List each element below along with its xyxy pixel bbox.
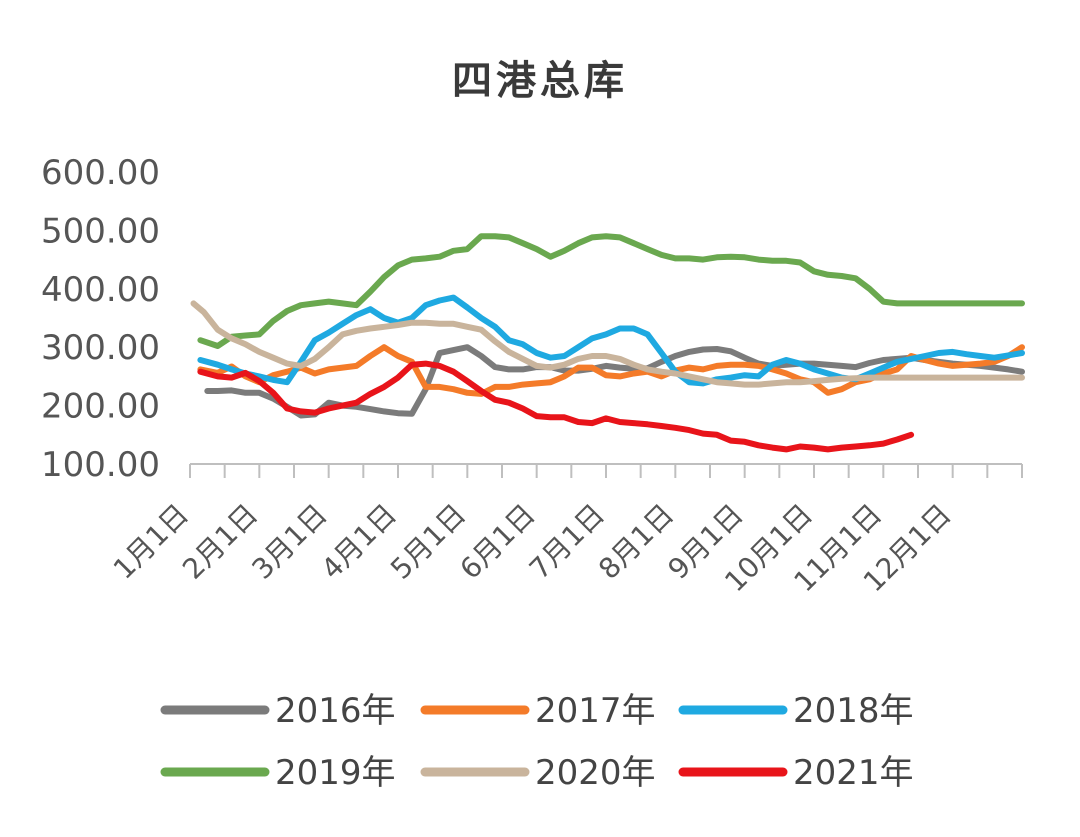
- x-axis: 1月1日2月1日3月1日4月1日5月1日6月1日7月1日8月1日9月1日10月1…: [107, 463, 1023, 598]
- y-tick-label: 300.00: [41, 328, 160, 368]
- y-tick-label: 100.00: [41, 445, 160, 485]
- chart-title: 四港总库: [452, 58, 628, 104]
- x-tick-label: 4月1日: [315, 498, 403, 586]
- series-line-4: [197, 233, 1025, 349]
- legend-label: 2020年: [535, 753, 656, 793]
- y-axis: 100.00 200.00 300.00 400.00 500.00 600.00: [41, 153, 160, 485]
- x-tick-label: 7月1日: [523, 498, 611, 586]
- series-line-3: [197, 294, 1025, 387]
- x-tick-label: 3月1日: [245, 498, 333, 586]
- plot-area: [190, 233, 1025, 453]
- legend-label: 2017年: [535, 691, 656, 731]
- legend-item-1: 2016年: [160, 691, 396, 731]
- x-tick-label: 1月1日: [107, 498, 195, 586]
- x-tick-label: 8月1日: [592, 498, 680, 586]
- y-tick-label: 200.00: [41, 387, 160, 427]
- legend-item-5: 2020年: [420, 753, 656, 793]
- y-tick-label: 500.00: [41, 211, 160, 251]
- legend-label: 2021年: [793, 753, 914, 793]
- y-tick-label: 600.00: [41, 153, 160, 193]
- legend-item-2: 2017年: [420, 691, 656, 731]
- x-tick-label: 6月1日: [453, 498, 541, 586]
- legend-item-6: 2021年: [678, 753, 914, 793]
- x-tick-label: 2月1日: [176, 498, 264, 586]
- legend-label: 2016年: [275, 691, 396, 731]
- series-line-5: [190, 300, 1025, 388]
- series-line-6: [197, 360, 915, 453]
- y-tick-label: 400.00: [41, 270, 160, 310]
- legend-label: 2019年: [275, 753, 396, 793]
- legend-label: 2018年: [793, 691, 914, 731]
- legend: 2016年 2017年 2018年 2019年 2020年 2021年: [160, 691, 914, 793]
- legend-item-3: 2018年: [678, 691, 914, 731]
- series-line-2: [197, 344, 1025, 397]
- x-tick-label: 5月1日: [384, 498, 472, 586]
- legend-item-4: 2019年: [160, 753, 396, 793]
